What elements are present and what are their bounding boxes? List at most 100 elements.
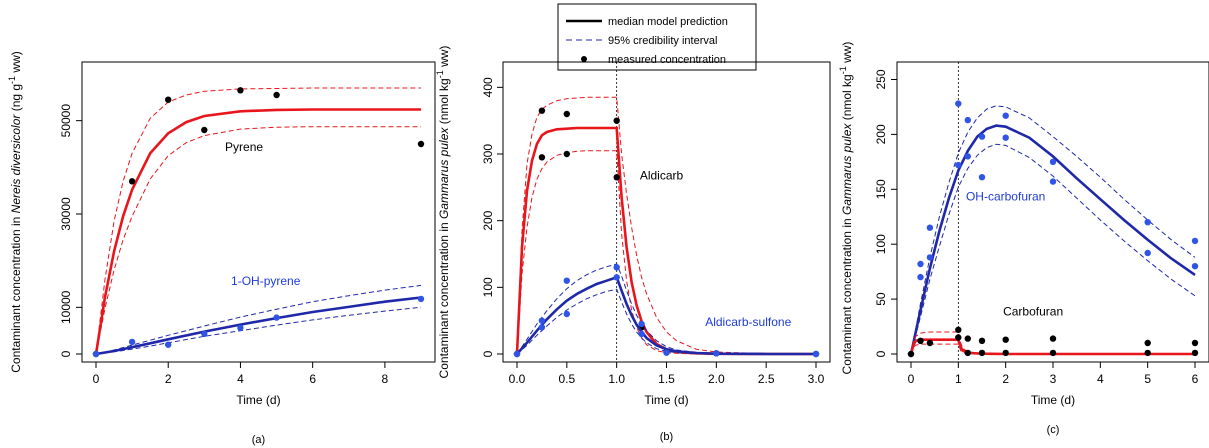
y-axis-label-italic: Gammarus pulex [437, 127, 451, 219]
1-oh-pyrene-ci-upper [95, 284, 422, 355]
y-axis-label-pre: Contaminant concentration in [437, 219, 451, 378]
aldicarb-sulfone-measured-point [638, 330, 645, 338]
legend-median-label: median model prediction [608, 16, 728, 28]
x-tick-label: 0.0 [509, 372, 526, 386]
aldicarb-sulfone-measured-point [663, 349, 670, 356]
carbofuran-measured-point [955, 326, 962, 333]
carbofuran-measured-point [964, 335, 971, 342]
oh-carbofuran-ci-upper [910, 105, 1196, 355]
pyrene-measured-point [165, 96, 172, 103]
carbofuran-measured-point [1002, 349, 1009, 357]
y-axis-label-end: ww) [9, 51, 23, 76]
x-axis-label: Time (d) [236, 393, 280, 407]
y-tick-label: 0 [481, 350, 495, 357]
y-axis-label-exp: -1 [838, 66, 848, 74]
aldicarb-ci-lower [516, 150, 816, 355]
carbofuran-measured-point [1191, 339, 1199, 347]
y-tick-label: 30000 [59, 197, 73, 231]
legend-measured-swatch [581, 56, 587, 62]
series-annotation: 1-OH-pyrene [231, 274, 301, 288]
oh-carbofuran-measured-point [1144, 249, 1151, 257]
series-annotation: Aldicarb [640, 168, 684, 182]
x-tick-label: 0 [908, 372, 915, 386]
pyrene-ci-upper [95, 87, 421, 355]
aldicarb-measured-point [613, 117, 620, 124]
x-tick-label: 1 [955, 372, 962, 386]
y-tick-label: 300 [481, 144, 495, 164]
1-oh-pyrene-measured-point [201, 330, 208, 338]
aldicarb-measured-point [613, 174, 620, 181]
y-axis-label: Contaminant concentration in Nereis dive… [7, 51, 23, 373]
y-tick-label: 50000 [59, 104, 73, 138]
aldicarb-measured-point [563, 150, 570, 158]
aldicarb-sulfone-measured-point [563, 277, 570, 284]
x-tick-label: 2 [165, 372, 172, 386]
oh-carbofuran-median-line [909, 124, 1196, 355]
panel-label: (a) [252, 434, 265, 446]
panel-label: (c) [1047, 424, 1060, 436]
x-tick-label: 2.5 [758, 372, 775, 386]
pyrene-measured-point [128, 178, 136, 185]
x-axis-label: Time (d) [1031, 393, 1075, 407]
oh-carbofuran-measured-point [926, 254, 934, 261]
y-tick-label: 400 [481, 77, 495, 97]
aldicarb-sulfone-measured-point [513, 350, 521, 358]
y-axis-label: Contaminant concentration in Gammarus pu… [435, 46, 451, 379]
y-axis-label-pre: Contaminant concentration in [9, 213, 23, 372]
oh-carbofuran-measured-point [1049, 178, 1057, 185]
carbofuran-measured-point [955, 334, 962, 341]
oh-carbofuran-measured-point [1002, 134, 1009, 141]
aldicarb-sulfone-median-line [516, 275, 816, 356]
panel-a: 0 2 4 6 8 0 10000 30000 50000 Time (d) (a) Contamin… [7, 51, 436, 446]
1-oh-pyrene-measured-point [165, 341, 172, 348]
carbofuran-measured-point [1049, 335, 1057, 342]
aldicarb-sulfone-measured-point [538, 317, 546, 324]
legend-box [557, 3, 757, 71]
x-tick-label: 3.0 [808, 372, 825, 386]
x-tick-label: 6 [1192, 372, 1199, 386]
pyrene-measured-point [417, 140, 425, 148]
plot-frame [81, 61, 436, 363]
x-tick-label: 0.5 [558, 372, 575, 386]
y-axis-label-end: ww) [437, 46, 451, 71]
x-tick-label: 0 [93, 372, 100, 386]
y-tick-label: 150 [874, 179, 888, 199]
pyrene-measured-point [273, 91, 280, 99]
oh-carbofuran-measured-point [955, 161, 962, 169]
carbofuran-measured-point [1002, 336, 1009, 343]
aldicarb-sulfone-measured-point [613, 264, 620, 271]
y-axis-label-exp: -1 [7, 76, 17, 84]
y-tick-label: 10000 [59, 290, 73, 324]
oh-carbofuran-measured-point [1002, 112, 1009, 119]
y-tick-label: 100 [874, 234, 888, 254]
aldicarb-sulfone-measured-point [713, 350, 720, 357]
carbofuran-measured-point [926, 339, 934, 347]
legend: median model prediction 95% credibility … [557, 3, 757, 71]
aldicarb-sulfone-ci-upper [516, 263, 816, 355]
y-tick-label: 200 [481, 210, 495, 230]
y-axis-label-post: (nmol kg [437, 78, 451, 127]
1-oh-pyrene-measured-point [128, 338, 136, 346]
carbofuran-measured-point [1191, 349, 1199, 357]
carbofuran-measured-point [978, 337, 986, 344]
carbofuran-measured-point [1144, 349, 1151, 357]
oh-carbofuran-measured-point [955, 100, 962, 107]
y-tick-label: 50 [874, 292, 888, 306]
y-axis-label-post: (ng g [9, 84, 23, 115]
aldicarb-sulfone-measured-point [638, 320, 645, 328]
y-tick-label: 200 [874, 124, 888, 144]
y-tick-label: 100 [481, 277, 495, 297]
series-annotation: OH-carbofuran [966, 189, 1045, 203]
y-tick-label: 0 [59, 350, 73, 357]
aldicarb-sulfone-measured-point [563, 310, 570, 318]
oh-carbofuran-measured-point [1191, 263, 1199, 270]
pyrene-measured-point [201, 126, 208, 134]
y-axis-label-pre: Contaminant concentration in [840, 215, 854, 374]
y-axis-label-post: (nmol kg [840, 74, 854, 123]
y-tick-label: 0 [874, 350, 888, 357]
y-axis-label-italic: Gammarus pulex [840, 123, 854, 215]
aldicarb-measured-point [538, 154, 546, 161]
x-tick-label: 2 [1002, 372, 1009, 386]
oh-carbofuran-measured-point [1191, 237, 1199, 245]
